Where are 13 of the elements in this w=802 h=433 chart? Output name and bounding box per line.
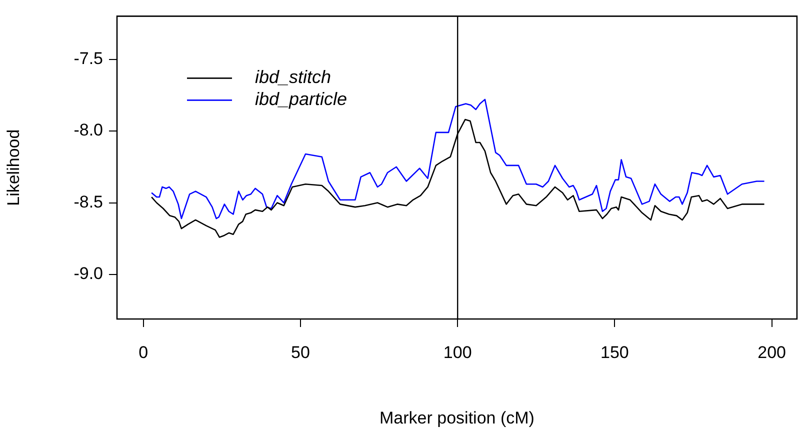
y-tick-label: -9.0 [74,264,103,284]
x-tick-label: 200 [758,342,786,362]
legend-label: ibd_particle [255,89,348,110]
x-tick-label: 150 [600,342,629,362]
x-axis-title: Marker position (cM) [380,408,534,428]
y-tick-label: -7.5 [74,48,103,68]
y-tick-label: -8.0 [74,120,103,140]
y-axis-title: Likelihood [4,129,23,206]
legend-label: ibd_stitch [255,67,332,88]
x-tick-label: 100 [443,342,472,362]
y-tick-label: -8.5 [74,192,103,212]
x-tick-label: 50 [291,342,310,362]
x-tick-label: 0 [138,342,148,362]
